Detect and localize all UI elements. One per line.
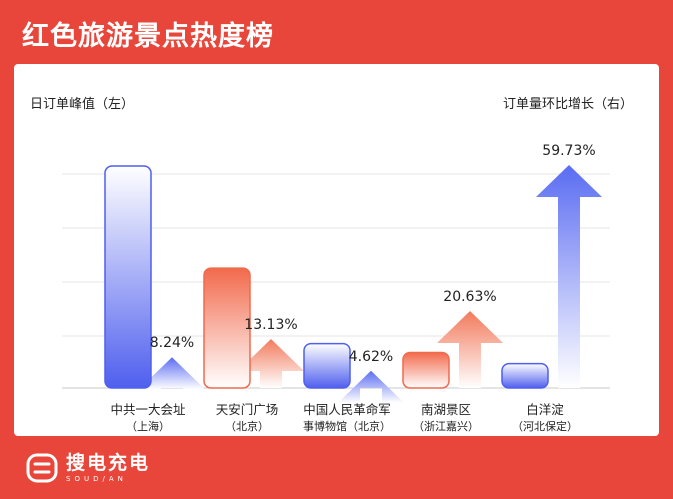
- category-label: 白洋淀: [526, 402, 564, 417]
- category-sublabel: 事博物馆（北京）: [303, 419, 391, 433]
- category-label: 中共一大会址: [110, 402, 186, 417]
- growth-arrow: [338, 370, 404, 403]
- category-label: 南湖景区: [421, 402, 471, 417]
- brand-name: 搜电充电: [66, 452, 151, 474]
- bar: [203, 267, 251, 389]
- growth-arrow: [238, 338, 304, 388]
- growth-arrow: [536, 165, 602, 388]
- brand-icon: [26, 453, 58, 483]
- growth-arrow: [437, 310, 503, 388]
- category-sublabel: （浙江嘉兴）: [413, 419, 479, 433]
- right-axis-label: 订单量环比增长（右）: [502, 97, 633, 112]
- bar: [104, 165, 152, 389]
- bar: [402, 351, 450, 389]
- left-axis-label: 日订单峰值（左）: [30, 97, 135, 112]
- category-label: 中国人民革命军: [303, 402, 391, 417]
- brand-subtitle: SOUD/AN: [66, 475, 127, 483]
- growth-label: 8.24%: [150, 335, 194, 351]
- brand-logo: 搜电充电 SOUD/AN: [26, 452, 150, 484]
- category-sublabel: （河北保定）: [512, 419, 578, 433]
- category-label: 天安门广场: [216, 402, 279, 417]
- growth-label: 4.62%: [349, 349, 393, 365]
- category-sublabel: （北京）: [225, 419, 269, 433]
- bar: [303, 342, 351, 389]
- growth-arrow: [139, 357, 205, 390]
- growth-label: 59.73%: [542, 143, 595, 159]
- category-sublabel: （上海）: [126, 419, 170, 433]
- page-title: 红色旅游景点热度榜: [22, 21, 274, 52]
- bar: [501, 362, 549, 389]
- growth-label: 20.63%: [443, 289, 496, 305]
- growth-label: 13.13%: [244, 317, 297, 333]
